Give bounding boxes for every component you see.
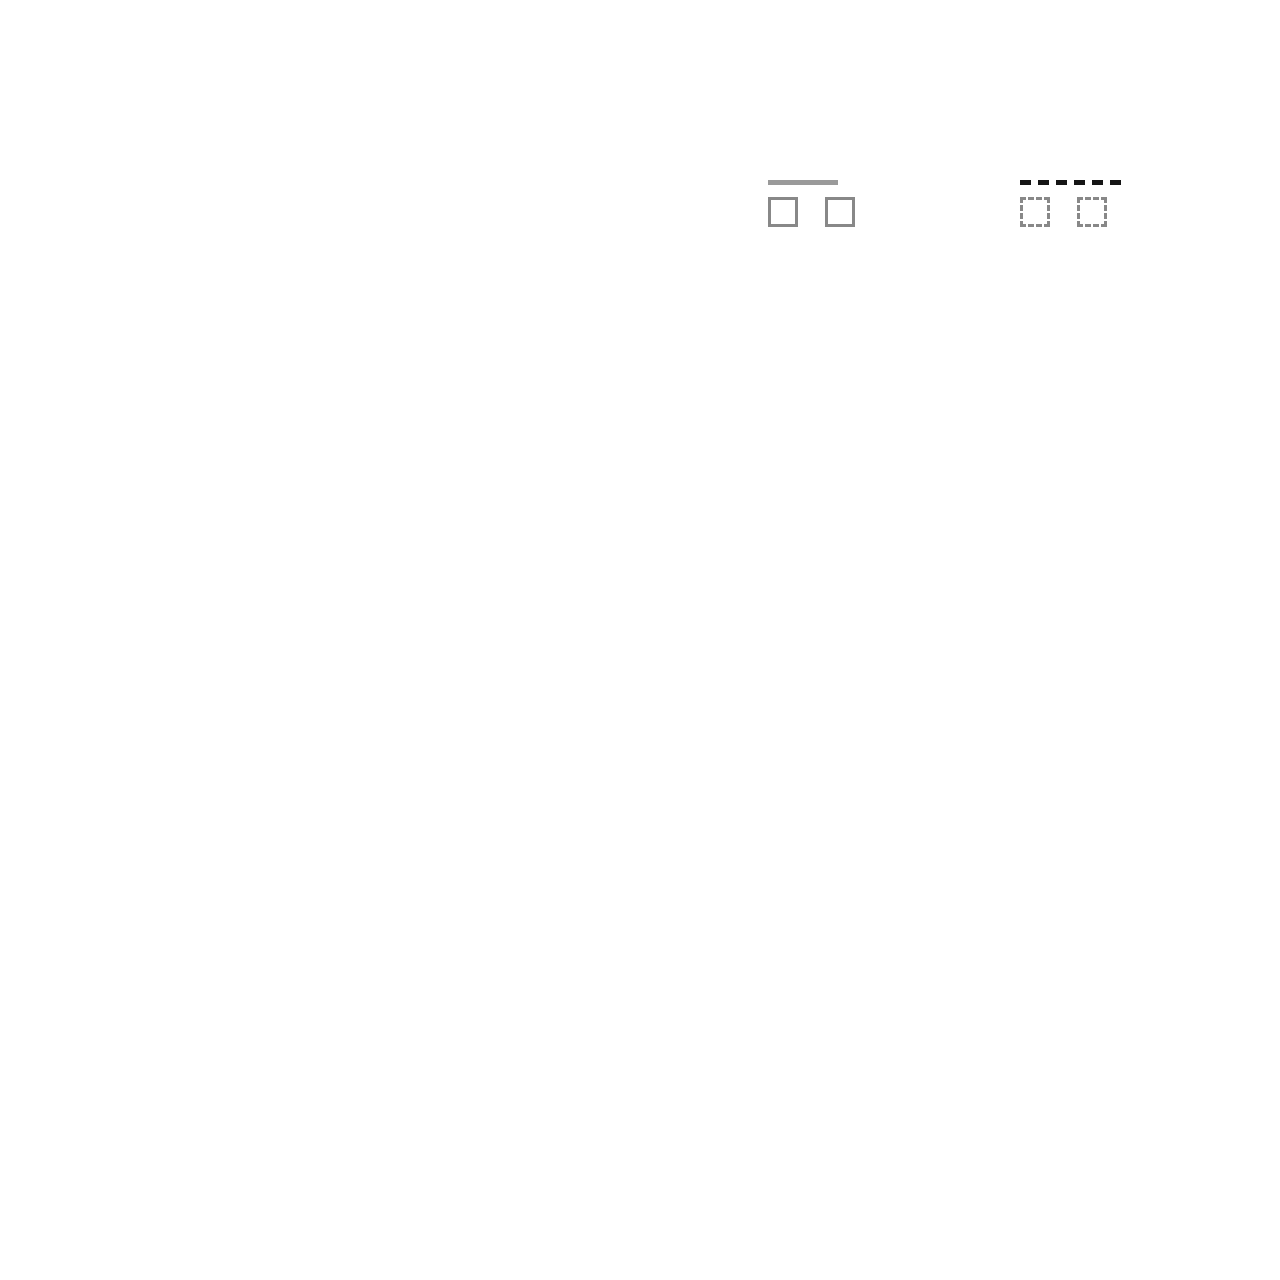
legend-group-maldives [1020, 160, 1124, 227]
legend-item-maldives-female[interactable] [1077, 197, 1114, 227]
legend-items-maldives [1020, 197, 1124, 227]
legend-items-latvia [768, 197, 862, 227]
legend-group-latvia [768, 160, 862, 227]
legend-item-latvia-male[interactable] [768, 197, 805, 227]
legend-line-sample-maldives [1020, 180, 1124, 185]
latvia-female-swatch [825, 197, 855, 227]
latvia-male-swatch [768, 197, 798, 227]
legend-item-maldives-male[interactable] [1020, 197, 1057, 227]
maldives-female-swatch [1077, 197, 1107, 227]
legend-item-latvia-female[interactable] [825, 197, 862, 227]
maldives-male-swatch [1020, 197, 1050, 227]
legend-line-sample-latvia [768, 180, 838, 185]
